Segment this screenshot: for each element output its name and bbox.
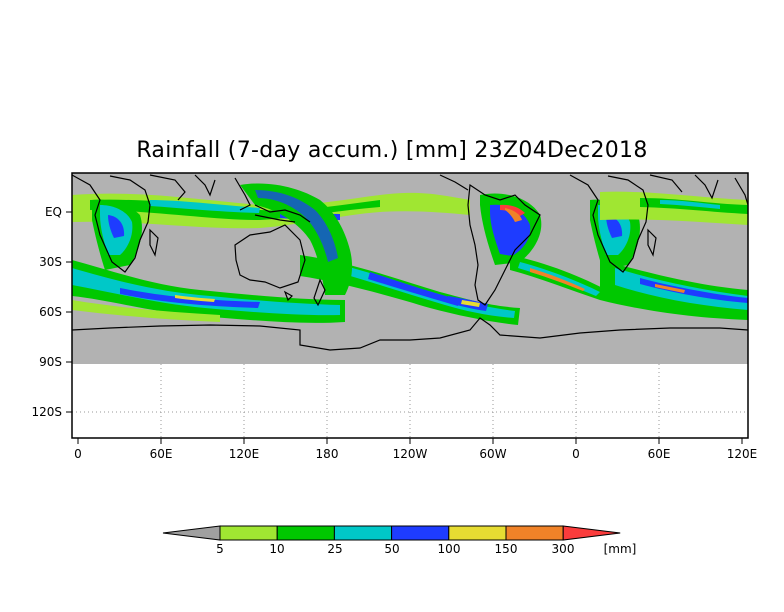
colorbar-bin [333, 525, 393, 541]
y-tick-label: 90S [39, 355, 62, 369]
x-tick-label: 60E [150, 447, 173, 461]
colorbar-bin [505, 525, 564, 541]
y-tick-label: 30S [39, 255, 62, 269]
y-tick-label: 120S [31, 405, 62, 419]
legend-value-label: 150 [495, 542, 518, 556]
legend-value-label: 50 [384, 542, 399, 556]
colorbar-high-triangle [562, 525, 621, 541]
x-tick-label: 180 [316, 447, 339, 461]
colorbar-legend [162, 525, 621, 541]
colorbar-bin [448, 525, 507, 541]
colorbar-low-triangle [162, 525, 221, 541]
legend-value-label: 5 [216, 542, 224, 556]
x-tick-label: 60E [648, 447, 671, 461]
tick-marks [66, 211, 743, 444]
coastlines [72, 174, 748, 351]
map-title: Rainfall (7-day accum.) [mm] 23Z04Dec201… [136, 138, 648, 163]
y-tick-label: EQ [45, 205, 62, 219]
x-tick-label: 0 [572, 447, 580, 461]
x-tick-label: 60W [479, 447, 506, 461]
colorbar-bin [276, 525, 335, 541]
x-tick-label: 120E [727, 447, 758, 461]
rainfall-field [72, 183, 748, 325]
y-tick-label: 60S [39, 305, 62, 319]
x-tick-label: 120E [229, 447, 260, 461]
x-tick-label: 120W [393, 447, 428, 461]
legend-unit-label: [mm] [604, 542, 637, 556]
x-tick-label: 0 [74, 447, 82, 461]
colorbar-bin [219, 525, 278, 541]
grid-lines [72, 364, 748, 438]
legend-value-label: 10 [269, 542, 284, 556]
legend-value-label: 25 [327, 542, 342, 556]
legend-value-label: 300 [552, 542, 575, 556]
legend-value-label: 100 [438, 542, 461, 556]
colorbar-bin [391, 525, 450, 541]
